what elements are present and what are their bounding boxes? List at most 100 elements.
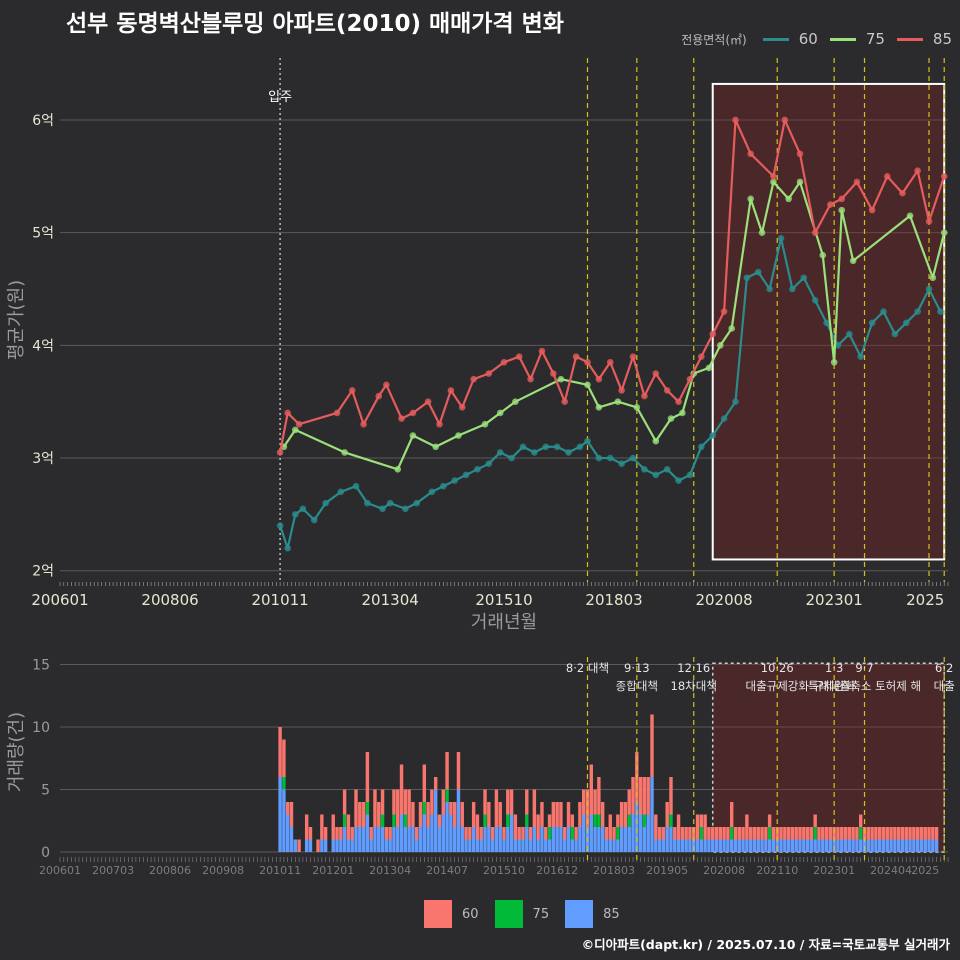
data-point-85 — [641, 392, 648, 400]
volume-bar-60 — [289, 802, 294, 827]
data-point-85 — [348, 387, 356, 394]
volume-bar-85 — [870, 839, 874, 852]
volume-bar-60 — [718, 827, 723, 840]
source-footer: ©디아파트(dapt.kr) / 2025.07.10 / 자료=국토교통부 실… — [581, 937, 950, 952]
data-point-85 — [811, 229, 819, 236]
volume-bar-85 — [407, 827, 411, 852]
data-point-60 — [553, 443, 561, 451]
data-point-85 — [838, 195, 846, 203]
volume-bar-60 — [509, 789, 514, 815]
data-point-60 — [663, 466, 671, 473]
volume-bar-60 — [646, 777, 650, 815]
data-point-85 — [629, 353, 637, 360]
volume-bar-85 — [377, 827, 381, 852]
data-point-85 — [652, 370, 660, 377]
volume-x-tick-label: 201011 — [259, 864, 301, 877]
volume-bar-60 — [380, 789, 385, 815]
volume-bar-60 — [722, 827, 726, 840]
data-point-85 — [398, 415, 405, 422]
volume-bar-85 — [619, 827, 624, 852]
data-point-85 — [747, 150, 754, 158]
volume-bar-85 — [342, 827, 347, 852]
volume-bar-85 — [771, 839, 776, 852]
volume-bar-60 — [346, 814, 351, 840]
volume-bar-75 — [729, 827, 734, 840]
data-point-85 — [618, 387, 625, 394]
data-point-75 — [633, 404, 641, 411]
volume-bar-60 — [574, 827, 578, 840]
data-point-60 — [902, 319, 910, 327]
data-point-75 — [785, 195, 792, 203]
volume-bar-85 — [346, 839, 351, 852]
data-point-75 — [341, 449, 348, 456]
x-tick-label: 200601 — [31, 591, 88, 609]
volume-bar-60 — [475, 814, 480, 840]
volume-bar-60 — [885, 827, 889, 840]
bottom-legend-label-75: 75 — [532, 906, 550, 922]
volume-bar-85 — [547, 839, 552, 852]
volume-bar-85 — [331, 839, 335, 852]
volume-bar-60 — [828, 827, 833, 840]
volume-bar-85 — [487, 827, 491, 852]
volume-bar-85 — [430, 814, 434, 852]
volume-bar-60 — [692, 827, 696, 840]
volume-bar-60 — [437, 814, 442, 827]
volume-bar-60 — [396, 789, 400, 827]
volume-bar-85 — [764, 839, 768, 852]
x-tick-label: 202301 — [806, 591, 863, 609]
volume-bar-85 — [642, 827, 647, 852]
volume-bar-85 — [536, 839, 540, 852]
volume-bar-60 — [282, 739, 286, 777]
data-point-85 — [584, 358, 591, 366]
data-point-75 — [496, 409, 504, 417]
volume-bar-60 — [452, 802, 457, 827]
bottom-legend-swatch-75 — [494, 900, 523, 928]
volume-bar-60 — [308, 827, 313, 840]
volume-bar-60 — [688, 827, 692, 840]
volume-bar-60 — [896, 827, 901, 840]
data-point-75 — [838, 206, 846, 214]
y-tick-label: 2억 — [32, 564, 54, 580]
volume-bar-60 — [680, 827, 685, 840]
volume-bar-85 — [396, 827, 400, 852]
data-point-60 — [754, 268, 762, 276]
volume-bar-85 — [919, 839, 924, 852]
volume-y-tick-label: 0 — [41, 845, 50, 861]
volume-bar-60 — [297, 839, 301, 852]
x-tick-label: 200806 — [141, 591, 198, 609]
volume-bar-60 — [684, 827, 688, 840]
data-point-85 — [424, 398, 432, 405]
volume-bar-85 — [369, 839, 373, 852]
volume-bar-75 — [570, 827, 575, 840]
volume-bar-60 — [320, 814, 324, 840]
data-point-60 — [606, 454, 614, 462]
volume-bar-85 — [574, 839, 578, 852]
volume-bar-85 — [494, 827, 499, 852]
legend-title: 전용면적(㎡) — [681, 32, 747, 47]
data-point-60 — [834, 342, 842, 349]
volume-bar-85 — [855, 839, 859, 852]
policy-label: 10·26 — [761, 661, 794, 675]
volume-bar-60 — [802, 827, 806, 840]
data-point-60 — [576, 443, 584, 451]
data-point-85 — [550, 370, 557, 377]
data-point-60 — [777, 235, 785, 242]
data-point-60 — [914, 308, 921, 315]
volume-bar-60 — [919, 827, 924, 840]
data-point-85 — [447, 387, 455, 394]
volume-bar-60 — [445, 752, 449, 790]
volume-x-tick-label: 202008 — [703, 864, 745, 877]
volume-bar-60 — [889, 827, 893, 840]
volume-x-tick-label: 201905 — [646, 864, 688, 877]
volume-bar-75 — [422, 802, 427, 815]
volume-bar-85 — [570, 839, 575, 852]
volume-bar-60 — [638, 777, 643, 815]
volume-bar-60 — [855, 827, 859, 840]
data-point-60 — [846, 330, 853, 338]
volume-bar-85 — [752, 839, 757, 852]
volume-bar-85 — [847, 839, 852, 852]
y-tick-label: 3억 — [32, 451, 54, 467]
volume-bar-60 — [422, 764, 427, 802]
data-point-75 — [652, 437, 660, 445]
volume-bar-85 — [673, 839, 677, 852]
